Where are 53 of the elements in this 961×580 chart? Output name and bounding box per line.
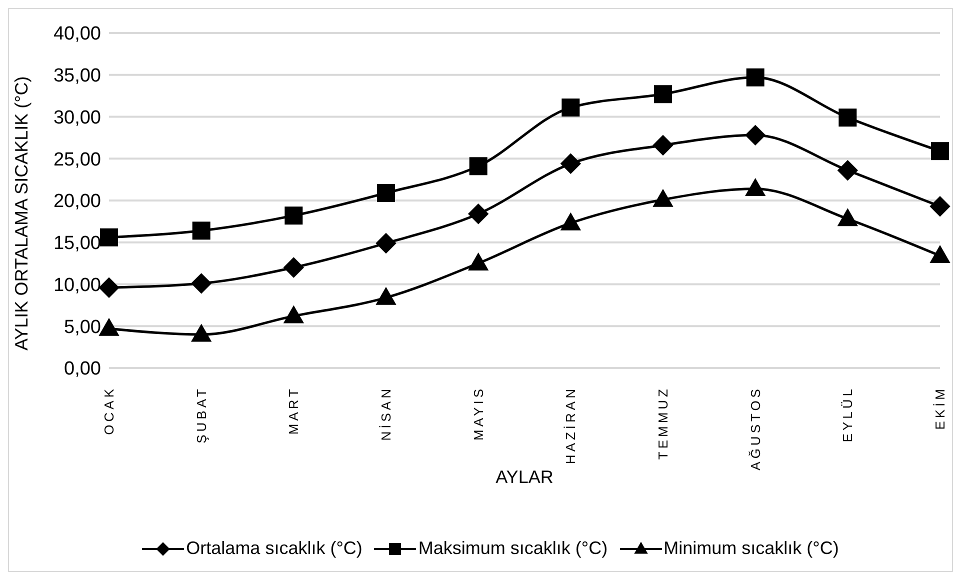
y-tick-label: 40,00 [53, 24, 101, 45]
point [377, 184, 395, 202]
point [100, 228, 118, 246]
point [562, 98, 580, 117]
point [744, 124, 766, 146]
x-tick-label: NİSAN [378, 386, 394, 441]
y-tick-label: 20,00 [53, 191, 101, 212]
x-tick-label: AĞUSTOS [748, 386, 763, 470]
y-tick-label: 10,00 [53, 274, 101, 296]
point [652, 134, 674, 156]
point [746, 68, 764, 86]
point [468, 204, 489, 224]
y-tick-label: 30,00 [53, 107, 101, 128]
legend-label: Minimum sıcaklık (°C) [664, 538, 839, 559]
x-tick-label: MAYIS [470, 386, 486, 440]
point [469, 157, 488, 176]
point [283, 257, 304, 278]
y-axis-title: AYLIK ORTALAMA SICAKLIK (°C) [11, 76, 32, 350]
point [560, 212, 582, 230]
y-tick-label: 35,00 [53, 66, 101, 87]
point [838, 108, 857, 127]
y-tick-label: 5,00 [64, 316, 101, 338]
legend-label: Maksimum sıcaklık (°C) [418, 538, 608, 559]
point [190, 273, 212, 294]
point [468, 252, 489, 271]
point [837, 208, 858, 226]
y-tick-label: 15,00 [53, 233, 101, 254]
x-tick-label: TEMMUZ [656, 386, 670, 460]
point [192, 222, 210, 240]
x-tick-label: EKİM [932, 386, 948, 430]
y-tick-label: 25,00 [53, 149, 101, 170]
point [931, 142, 949, 160]
legend-label: Ortalama sıcaklık (°C) [186, 538, 362, 559]
point [654, 85, 672, 104]
x-tick-label: MART [286, 386, 302, 435]
point [284, 206, 303, 225]
point [560, 153, 582, 174]
point [376, 232, 396, 254]
point [930, 196, 950, 217]
point [98, 318, 120, 336]
x-tick-label: EYLÜL [840, 386, 856, 442]
point [376, 286, 396, 305]
point [930, 244, 950, 263]
point [652, 188, 674, 207]
point [98, 277, 120, 298]
point [190, 324, 212, 342]
x-axis-title: AYLAR [496, 467, 554, 487]
point [837, 160, 858, 181]
point [283, 305, 304, 324]
y-tick-label: 0,00 [64, 358, 101, 380]
x-tick-label: HAZİRAN [563, 386, 578, 464]
x-tick-label: OCAK [102, 386, 116, 435]
x-tick-label: ŞUBAT [194, 386, 209, 444]
